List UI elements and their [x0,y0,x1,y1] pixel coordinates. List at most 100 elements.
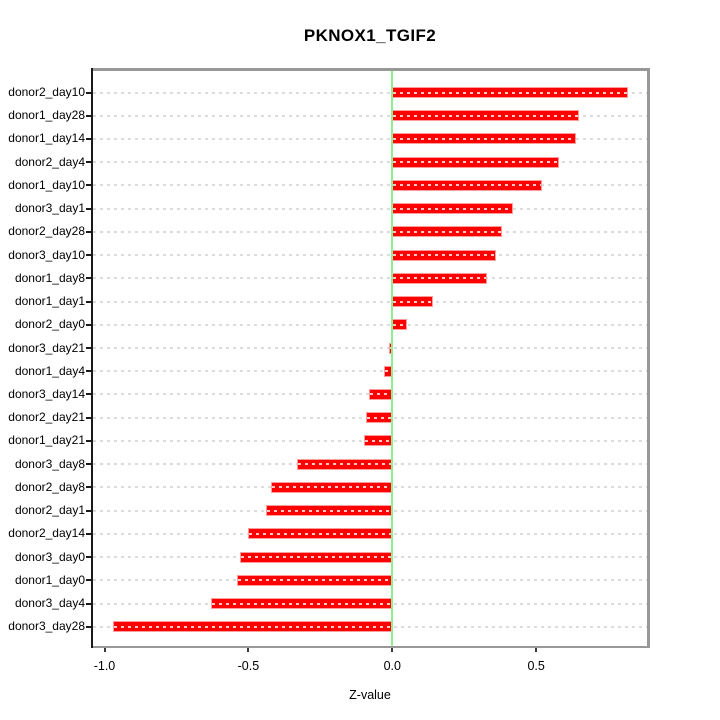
bar [248,528,393,540]
plot-border-top [91,68,650,71]
bar [392,179,542,191]
bar [392,133,577,145]
gridline [93,161,647,164]
bar-grid-overlay [393,300,432,303]
bar [392,272,488,284]
bar-grid-overlay [393,114,579,117]
y-label: donor1_day10 [8,177,85,192]
bar-grid-overlay [393,323,406,326]
y-tick [86,230,92,233]
bar-grid-overlay [393,207,513,210]
y-tick [86,347,92,350]
bar-grid-overlay [364,439,392,442]
bar-grid-overlay [393,254,495,257]
plot-area [91,68,650,648]
y-tick [86,254,92,257]
y-tick [86,161,92,164]
y-tick [86,579,92,582]
y-tick [86,91,92,94]
y-tick [86,463,92,466]
bar [392,110,580,122]
bar [239,551,393,563]
bar-grid-overlay [393,277,487,280]
bar [210,598,393,610]
y-label: donor3_day10 [8,247,85,262]
gridline [93,184,647,187]
x-tick [535,646,538,652]
y-tick [86,323,92,326]
x-axis-title: Z-value [349,688,391,702]
bar [392,296,433,308]
plot-border-right [647,68,650,648]
y-label: donor2_day4 [14,154,85,169]
x-tick-label: -1.0 [93,659,116,673]
zero-reference-line [391,71,394,646]
y-label: donor2_day28 [8,224,85,239]
y-label: donor3_day21 [8,340,85,355]
bar-grid-overlay [211,602,392,605]
gridline [93,323,647,326]
bar [236,574,393,586]
bar-grid-overlay [370,393,392,396]
bar [392,87,629,98]
bar-grid-overlay [384,370,392,373]
y-tick [86,486,92,489]
gridline [93,370,647,373]
y-tick [86,277,92,280]
y-label: donor1_day21 [8,433,85,448]
y-label: donor3_day0 [14,549,85,564]
y-tick [86,137,92,140]
gridline [93,207,647,210]
y-label: donor2_day14 [8,526,85,541]
y-tick [86,393,92,396]
y-label: donor3_day1 [14,201,85,216]
bar-grid-overlay [114,625,392,628]
bar [113,621,393,633]
bar-grid-overlay [266,509,392,512]
bar-grid-overlay [393,161,559,164]
y-label: donor2_day8 [14,479,85,494]
y-tick [86,370,92,373]
bar [392,156,560,168]
bar-grid-overlay [237,579,392,582]
bar [265,505,393,517]
bar-grid-overlay [393,184,541,187]
bar [366,412,393,424]
y-axis-line [91,68,93,648]
gridline [93,114,647,117]
x-tick [391,646,394,652]
y-label: donor2_day10 [8,85,85,99]
bar-grid-overlay [393,91,628,94]
gridline [93,91,647,94]
y-label: donor1_day4 [14,363,85,378]
gridline [93,230,647,233]
y-tick [86,625,92,628]
bar-grid-overlay [390,347,392,350]
bar-grid-overlay [298,463,392,466]
bar [392,226,502,238]
y-label: donor3_day4 [14,596,85,611]
x-tick-label: -0.5 [237,659,260,673]
gridline [93,347,647,350]
y-tick [86,556,92,559]
bar-grid-overlay [240,556,392,559]
bar [369,388,393,400]
y-label: donor2_day1 [14,503,85,518]
bar-grid-overlay [393,137,576,140]
y-tick [86,602,92,605]
gridline [93,254,647,257]
bar [297,458,393,470]
y-label: donor3_day8 [14,456,85,471]
bar [392,203,514,215]
bar [271,481,393,493]
y-label: donor1_day28 [8,108,85,123]
y-label: donor3_day28 [8,619,85,634]
bar-grid-overlay [272,486,392,489]
bar [363,435,393,447]
chart-title: PKNOX1_TGIF2 [303,26,437,45]
y-label: donor3_day14 [8,386,85,401]
y-tick [86,184,92,187]
bar-grid-overlay [393,230,501,233]
y-label: donor2_day0 [14,317,85,332]
